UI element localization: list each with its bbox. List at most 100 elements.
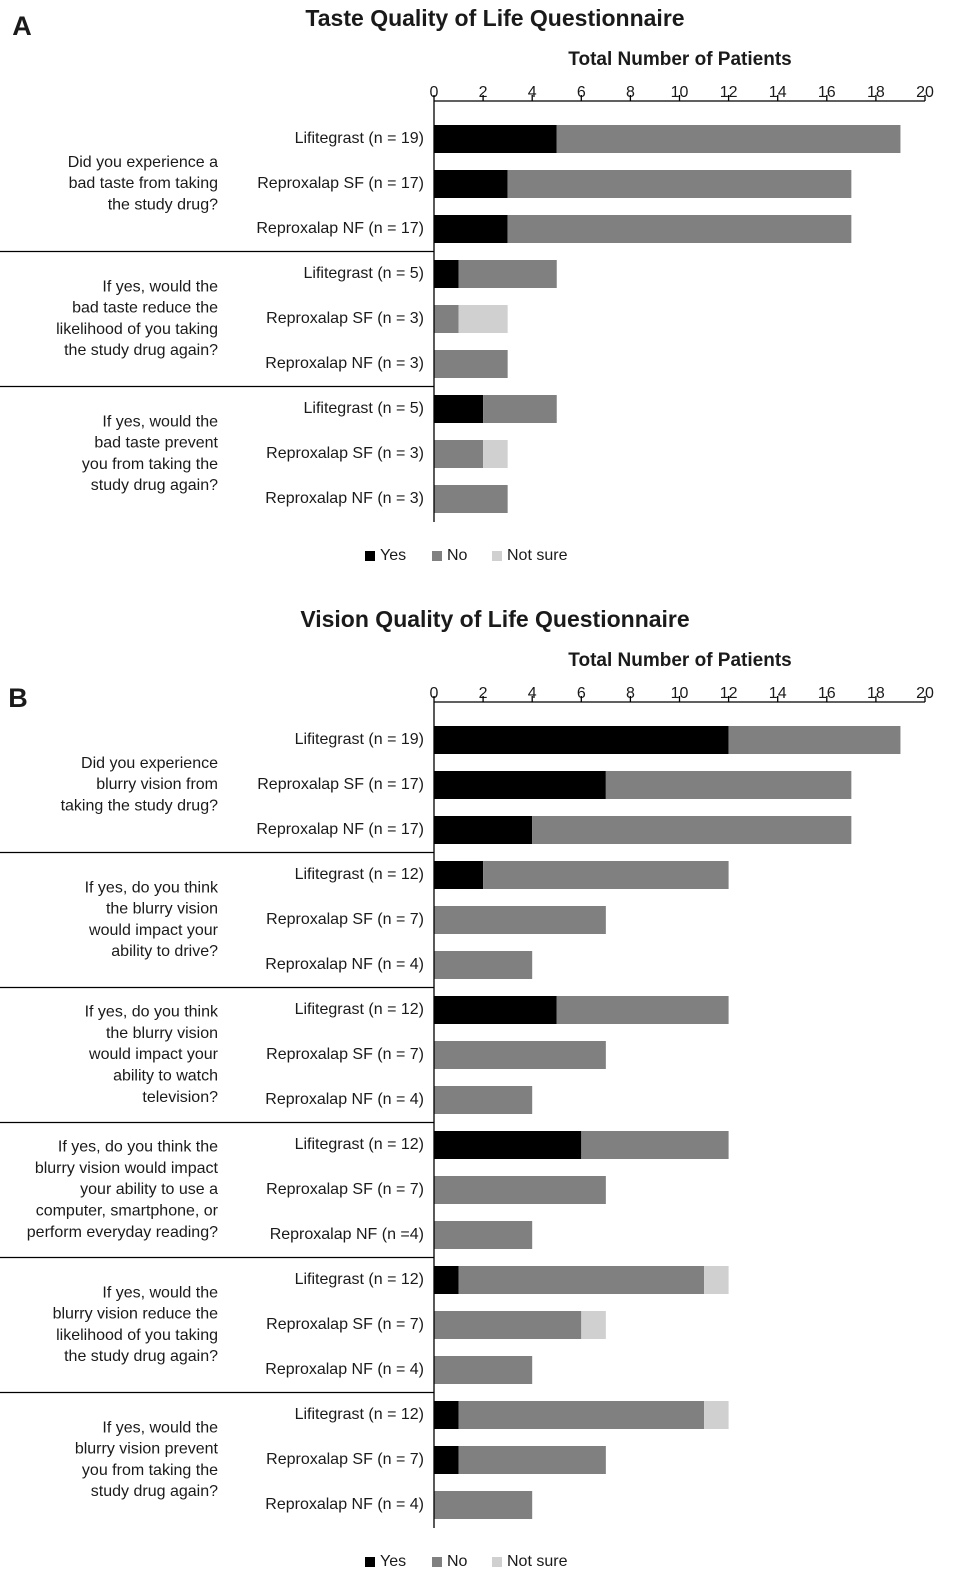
category-label: Lifitegrast (n = 19) — [295, 731, 424, 748]
question-text: your ability to use a — [80, 1181, 218, 1198]
bar-segment — [434, 260, 459, 288]
bar-segment — [434, 125, 557, 153]
x-tick-label: 16 — [818, 685, 836, 702]
question-text: television? — [142, 1089, 218, 1106]
bar-segment — [434, 1221, 533, 1249]
bar-segment — [532, 816, 852, 844]
question-text: the blurry vision — [106, 1025, 218, 1042]
bar-segment — [434, 350, 508, 378]
bar-segment — [434, 440, 484, 468]
bar-segment — [483, 861, 729, 889]
x-tick-label: 20 — [916, 685, 934, 702]
bar-segment — [434, 395, 484, 423]
category-label: Lifitegrast (n = 12) — [295, 1136, 424, 1153]
x-tick-label: 6 — [577, 685, 586, 702]
category-label: Reproxalap NF (n = 4) — [265, 1496, 424, 1513]
legend-label: Not sure — [507, 547, 568, 564]
x-tick-label: 18 — [867, 685, 885, 702]
category-label: Lifitegrast (n = 5) — [304, 400, 425, 417]
bar-segment — [434, 1131, 582, 1159]
question-text: you from taking the — [82, 1462, 218, 1479]
category-label: Reproxalap SF (n = 17) — [257, 776, 424, 793]
question-text: the study drug again? — [64, 342, 218, 359]
question-text: you from taking the — [82, 456, 218, 473]
category-label: Reproxalap SF (n = 7) — [266, 1181, 424, 1198]
question-text: perform everyday reading? — [27, 1224, 218, 1241]
x-tick-label: 2 — [479, 685, 488, 702]
category-label: Reproxalap NF (n = 4) — [265, 956, 424, 973]
chart-title: Taste Quality of Life Questionnaire — [305, 5, 684, 31]
bar-segment — [434, 861, 484, 889]
category-label: Reproxalap SF (n = 7) — [266, 911, 424, 928]
question-text: blurry vision would impact — [35, 1160, 219, 1177]
question-text: taking the study drug? — [61, 798, 219, 815]
bar-segment — [434, 726, 729, 754]
bar-segment — [434, 1491, 533, 1519]
x-tick-label: 4 — [528, 685, 537, 702]
x-tick-label: 2 — [479, 84, 488, 101]
x-axis-label: Total Number of Patients — [568, 650, 791, 671]
question-text: ability to drive? — [111, 943, 218, 960]
question-text: blurry vision from — [96, 776, 218, 793]
category-label: Lifitegrast (n = 5) — [304, 265, 425, 282]
x-tick-label: 8 — [626, 84, 635, 101]
category-label: Reproxalap NF (n = 4) — [265, 1361, 424, 1378]
bar-segment — [605, 771, 852, 799]
legend-label: No — [447, 547, 468, 564]
legend-swatch — [432, 551, 442, 561]
question-text: Did you experience — [81, 755, 218, 772]
x-tick-label: 4 — [528, 84, 537, 101]
bar-segment — [704, 1266, 729, 1294]
legend-label: Not sure — [507, 1553, 568, 1570]
question-text: blurry vision prevent — [75, 1441, 219, 1458]
bar-segment — [483, 440, 508, 468]
x-tick-label: 14 — [769, 84, 787, 101]
bar-segment — [434, 1266, 459, 1294]
category-label: Lifitegrast (n = 12) — [295, 1001, 424, 1018]
x-tick-label: 12 — [720, 685, 738, 702]
x-tick-label: 0 — [430, 685, 439, 702]
bar-segment — [434, 951, 533, 979]
question-text: computer, smartphone, or — [36, 1203, 219, 1220]
x-tick-label: 6 — [577, 84, 586, 101]
bar-segment — [434, 996, 557, 1024]
category-label: Reproxalap SF (n = 7) — [266, 1316, 424, 1333]
bar-segment — [434, 906, 606, 934]
x-tick-label: 12 — [720, 84, 738, 101]
question-text: blurry vision reduce the — [53, 1306, 219, 1323]
bar-segment — [458, 305, 508, 333]
bar-segment — [434, 1311, 582, 1339]
bar-segment — [434, 1176, 606, 1204]
category-label: Reproxalap SF (n = 3) — [266, 310, 424, 327]
question-text: If yes, do you think — [85, 1004, 219, 1021]
bar-segment — [434, 816, 533, 844]
panel-letter: B — [8, 683, 28, 713]
question-text: If yes, would the — [102, 413, 218, 430]
bar-segment — [458, 1446, 606, 1474]
question-text: the blurry vision — [106, 901, 218, 918]
bar-segment — [556, 125, 901, 153]
bar-segment — [434, 1446, 459, 1474]
bar-segment — [507, 170, 852, 198]
x-tick-label: 18 — [867, 84, 885, 101]
bar-segment — [434, 215, 508, 243]
category-label: Reproxalap SF (n = 7) — [266, 1451, 424, 1468]
bar-segment — [704, 1401, 729, 1429]
category-label: Lifitegrast (n = 19) — [295, 130, 424, 147]
bar-segment — [581, 1131, 729, 1159]
question-text: bad taste from taking — [69, 175, 218, 192]
category-label: Reproxalap NF (n = 17) — [256, 821, 424, 838]
x-tick-label: 20 — [916, 84, 934, 101]
category-label: Reproxalap SF (n = 3) — [266, 445, 424, 462]
bar-segment — [434, 1086, 533, 1114]
panel-letter: A — [12, 11, 32, 41]
bar-segment — [556, 996, 729, 1024]
bar-segment — [434, 771, 606, 799]
x-tick-label: 10 — [671, 84, 689, 101]
question-text: If yes, would the — [102, 1284, 218, 1301]
legend-swatch — [365, 1557, 375, 1567]
question-text: bad taste prevent — [94, 435, 218, 452]
question-text: Did you experience a — [68, 154, 218, 171]
x-tick-label: 14 — [769, 685, 787, 702]
